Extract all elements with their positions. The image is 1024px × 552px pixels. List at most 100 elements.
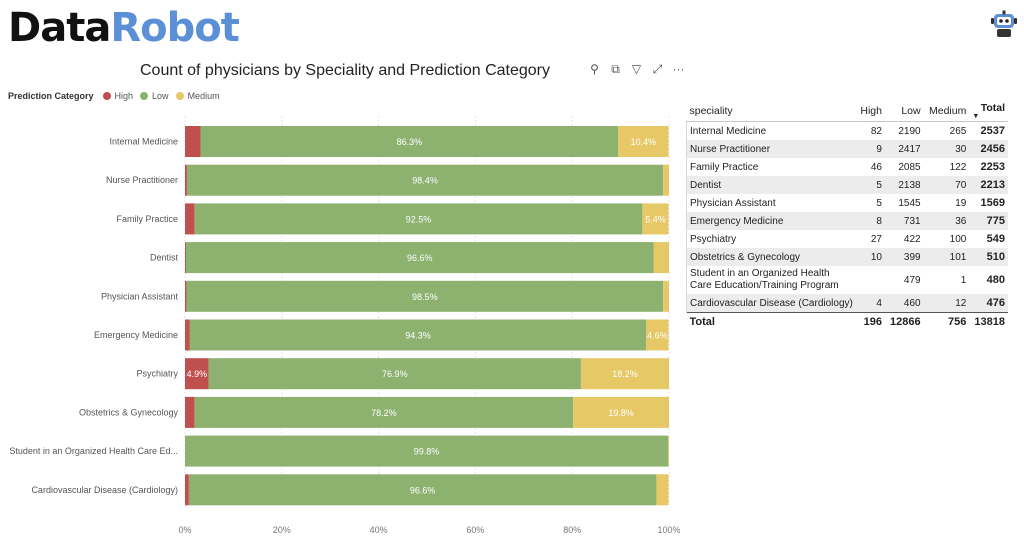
col-header-high[interactable]: High [855,101,885,122]
visual-toolbar: ⚲ ⧉ ▽ ⤢ ··· [588,62,685,77]
table-row[interactable]: Internal Medicine 82 2190 265 2537 [685,121,1009,140]
bar-segment-low [200,126,619,157]
cell-medium: 36 [923,212,970,230]
table-row[interactable]: Obstetrics & Gynecology 10 399 101 510 [685,248,1008,266]
table-row[interactable]: Emergency Medicine 8 731 36 775 [685,212,1008,230]
copy-icon[interactable]: ⧉ [611,62,620,76]
data-label: 92.5% [406,214,432,224]
col-header-speciality[interactable]: speciality [686,101,856,122]
bar-segment-low [194,396,574,428]
cell-high [856,266,885,294]
table-row[interactable]: Physician Assistant 5 1545 19 1569 [685,194,1009,212]
filter-icon[interactable]: ▽ [631,62,642,76]
datarobot-logo: DataRobot [8,4,240,52]
cell-high: 10 [855,248,885,266]
x-tick-label: 0% [178,525,191,535]
y-category-label: Cardiovascular Disease (Cardiology) [31,485,178,495]
bar-segment-medium [653,242,669,274]
more-icon[interactable]: ··· [672,62,685,76]
bar-segment-high [185,280,187,312]
total-label: Total [686,312,856,331]
cell-speciality: Emergency Medicine [685,212,856,230]
total-total: 13818 [969,312,1008,331]
cell-speciality: Student in an Organized Health Care Educ… [685,266,856,294]
table-row[interactable]: Cardiovascular Disease (Cardiology) 4 460 1… [685,294,1008,313]
cell-medium: 101 [923,248,970,266]
cell-speciality: Psychiatry [685,230,856,248]
cell-medium: 122 [949,161,967,173]
cell-medium: 265 [949,125,967,137]
logo-text-data: Data [8,5,111,51]
table-row[interactable]: Psychiatry 27 422 100 549 [685,230,1009,248]
chart-legend: Prediction Category High Low Medium [8,91,220,101]
table-row[interactable]: Student in an Organized Health Care Educ… [685,266,1009,294]
bar-segment-medium [646,319,669,351]
x-tick-label: 40% [370,525,388,535]
legend-label-low: Low [152,91,169,101]
data-label: 4.9% [187,369,208,379]
col-header-low[interactable]: Low [884,101,924,122]
bar-segment-medium [573,396,669,428]
cell-low: 2138 [884,176,924,194]
data-label: 5.4% [645,214,666,224]
bar-segment-low [186,164,664,196]
cell-high: 4 [855,294,885,313]
bar-segment-low [185,435,669,467]
expand-icon[interactable]: ⤢ [652,62,663,76]
cell-high: 5 [876,197,882,209]
cell-total: 1569 [980,197,1005,209]
x-tick-label: 100% [657,525,680,535]
bar-segment-medium [663,280,669,312]
x-tick-label: 20% [273,525,291,535]
data-label: 99.8% [414,447,440,457]
bar-segment-low [188,474,657,506]
cell-low: 460 [884,294,924,313]
cell-total: 549 [986,233,1005,245]
legend-label-medium: Medium [187,91,220,101]
cell-speciality: Obstetrics & Gynecology [685,248,856,266]
legend-swatch-high [102,92,111,100]
legend-title: Prediction Category [8,91,94,101]
cell-speciality: Nurse Practitioner [685,140,856,158]
logo-text-robot: Robot [110,5,240,51]
y-category-label: Obstetrics & Gynecology [79,407,179,417]
bar-segment-high [185,164,187,196]
col-header-total-label: Total [980,102,1005,114]
cell-low: 2417 [884,140,924,158]
y-category-label: Family Practice [116,214,178,224]
col-header-total[interactable]: Total ▼ [969,101,1008,122]
bar-segment-high [185,319,190,351]
bar-segment-low [185,242,654,274]
sort-descending-icon: ▼ [972,113,980,120]
col-header-medium[interactable]: Medium [923,101,970,122]
cell-medium: 1 [960,274,967,286]
cell-high: 27 [870,233,882,245]
bar-segment-low [208,358,581,390]
cell-high: 82 [870,125,882,137]
cell-total: 775 [969,212,1008,230]
cell-total: 510 [969,248,1008,266]
data-label: 96.6% [410,485,436,495]
data-label: 10.4% [631,137,657,147]
table-row[interactable]: Nurse Practitioner 9 2417 30 2456 [685,140,1008,158]
total-medium: 756 [923,312,970,331]
cell-low: 479 [903,274,921,286]
table-row[interactable]: Dentist 5 2138 70 2213 [685,176,1008,194]
legend-swatch-low [140,92,149,100]
bar-segment-high [185,474,189,506]
cell-medium: 100 [949,233,967,245]
y-category-label: Nurse Practitioner [106,175,178,185]
cell-low: 2190 [898,125,921,137]
total-low: 12866 [884,312,924,331]
data-label: 76.9% [382,369,408,379]
cell-speciality: Family Practice [685,158,856,176]
cell-total: 480 [986,274,1005,286]
robot-icon[interactable] [990,10,1018,40]
table-row[interactable]: Family Practice 46 2085 122 2253 [685,158,1009,176]
y-category-label: Emergency Medicine [94,330,178,340]
cell-total: 2537 [980,125,1005,137]
pin-icon[interactable]: ⚲ [590,62,599,76]
y-category-label: Student in an Organized Health Care Ed..… [9,446,178,456]
cell-high: 46 [870,161,882,173]
cell-speciality: Cardiovascular Disease (Cardiology) [685,294,856,313]
